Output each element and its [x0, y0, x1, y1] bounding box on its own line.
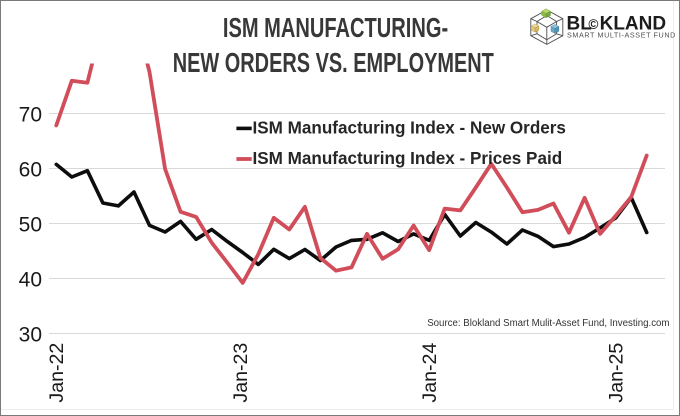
svg-text:Source: Blokland Smart Mulit-A: Source: Blokland Smart Mulit-Asset Fund,…	[427, 318, 669, 329]
svg-text:BL: BL	[567, 13, 593, 34]
svg-text:Jan-23: Jan-23	[230, 343, 252, 403]
svg-text:Jan-25: Jan-25	[605, 343, 627, 403]
svg-text:70: 70	[19, 104, 42, 127]
svg-text:40: 40	[19, 269, 42, 292]
svg-text:ISM Manufacturing Index - Pric: ISM Manufacturing Index - Prices Paid	[253, 149, 563, 168]
svg-text:Jan-24: Jan-24	[419, 343, 441, 403]
svg-text:Jan-22: Jan-22	[46, 343, 68, 403]
svg-text:©: ©	[588, 17, 598, 32]
svg-text:30: 30	[19, 324, 42, 347]
svg-text:KLAND: KLAND	[600, 13, 667, 34]
svg-text:NEW ORDERS VS. EMPLOYMENT: NEW ORDERS VS. EMPLOYMENT	[173, 48, 494, 79]
svg-text:50: 50	[19, 214, 42, 237]
svg-text:ISM Manufacturing Index - New: ISM Manufacturing Index - New Orders	[253, 119, 566, 138]
svg-text:ISM MANUFACTURING-: ISM MANUFACTURING-	[223, 13, 448, 44]
svg-text:SMART MULTI-ASSET FUND: SMART MULTI-ASSET FUND	[567, 30, 676, 39]
svg-text:60: 60	[19, 159, 42, 182]
